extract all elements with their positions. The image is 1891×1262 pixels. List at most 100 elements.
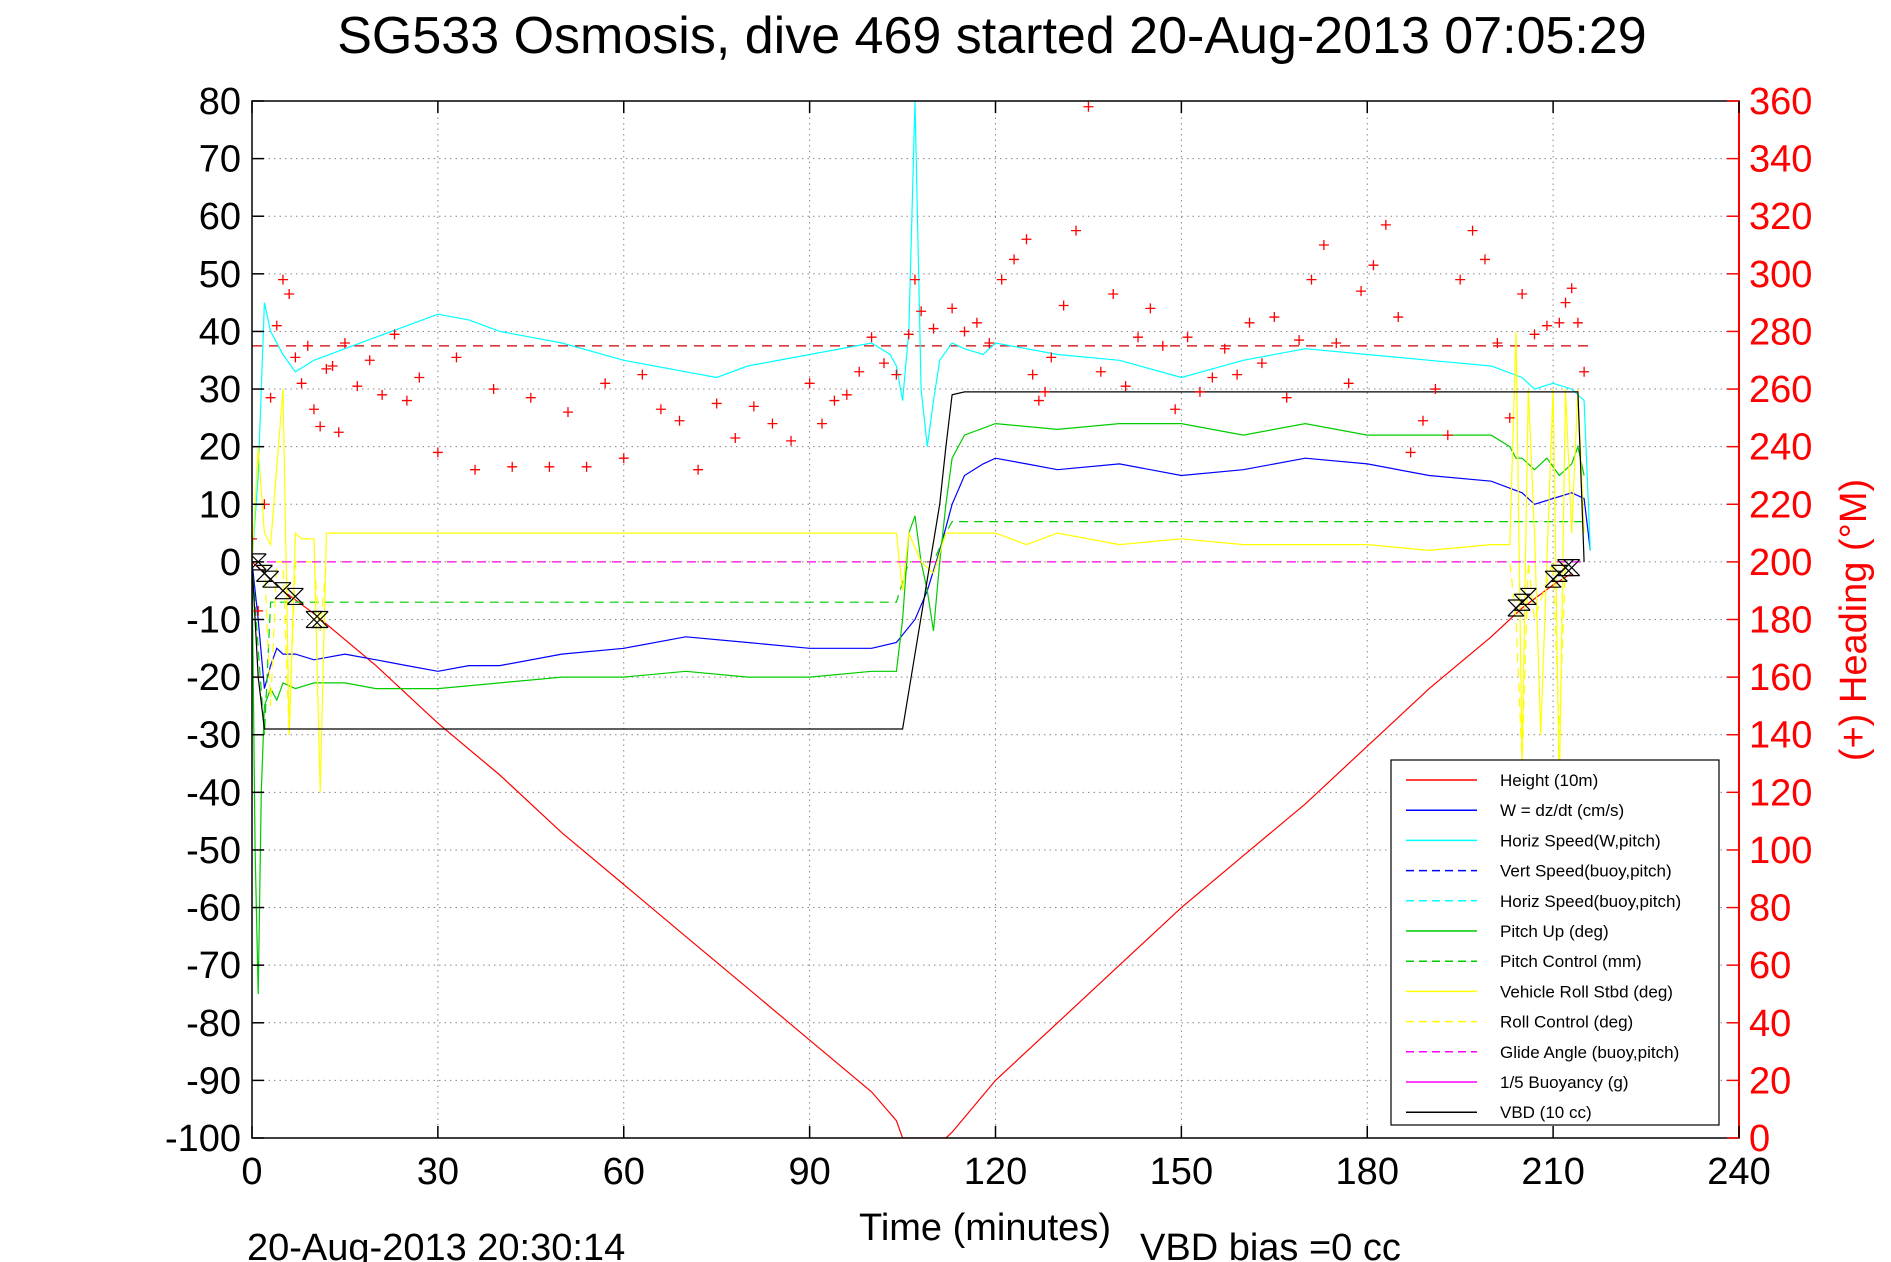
heading-point [1430,384,1441,395]
legend-label-horiz-speed-w-pitch: Horiz Speed(W,pitch) [1500,831,1661,850]
y2-tick-label: 260 [1749,369,1812,411]
heading-point [1027,369,1038,380]
y-tick-label: -80 [186,1003,241,1045]
x-tick-label: 120 [964,1151,1027,1193]
heading-point [829,395,840,406]
y2-tick-label: 140 [1749,715,1812,757]
heading-point [1331,337,1342,348]
y-tick-label: 20 [199,427,241,469]
x-tick-label: 90 [788,1151,830,1193]
heading-point [1269,312,1280,323]
heading-point [401,395,412,406]
y2-tick-label: 120 [1749,772,1812,814]
y2-tick-label: 40 [1749,1003,1791,1045]
y2-tick-label: 160 [1749,657,1812,699]
heading-point [817,418,828,429]
heading-point [1517,288,1528,299]
heading-point [507,461,518,472]
heading-point [1046,352,1057,363]
heading-point [903,329,914,340]
heading-point [1560,297,1571,308]
heading-point [1021,234,1032,245]
heading-point [1033,395,1044,406]
x-axis-label: Time (minutes) [859,1207,1111,1249]
heading-point [271,320,282,331]
y-tick-label: -20 [186,657,241,699]
depth-marker [286,587,304,606]
heading-point [1418,415,1429,426]
heading-point [693,464,704,475]
heading-point [767,418,778,429]
heading-point [841,389,852,400]
heading-point [562,407,573,418]
y-tick-label: 40 [199,311,241,353]
heading-point [290,352,301,363]
heading-point [308,404,319,415]
heading-point [277,274,288,285]
heading-point [1479,254,1490,265]
heading-point [1467,225,1478,236]
legend-label-1-5-buoyancy-g: 1/5 Buoyancy (g) [1500,1073,1629,1092]
legend-label-horiz-speed-buoy-pitch: Horiz Speed(buoy,pitch) [1500,892,1681,911]
heading-point [1294,335,1305,346]
x-tick-label: 180 [1336,1151,1399,1193]
y2-tick-label: 80 [1749,888,1791,930]
heading-point [1541,320,1552,331]
heading-point [253,605,264,616]
heading-point [618,453,629,464]
heading-point [252,533,257,544]
y2-tick-label: 20 [1749,1060,1791,1102]
y2-tick-label: 200 [1749,542,1812,584]
y-tick-label: 70 [199,139,241,181]
y-tick-label: -10 [186,600,241,642]
heading-point [854,366,865,377]
legend-label-vehicle-roll-stbd-deg: Vehicle Roll Stbd (deg) [1500,982,1673,1001]
heading-point [1455,274,1466,285]
heading-point [321,363,332,374]
heading-point [284,288,295,299]
heading-point [891,369,902,380]
x-tick-label: 30 [417,1151,459,1193]
depth-marker [1563,559,1581,577]
y-tick-label: 80 [199,81,241,123]
heading-point [1368,260,1379,271]
axis-ticks: 0 30 60 90 120 150 180 210 24080706050403020100-… [165,81,1812,1193]
heading-point [655,404,666,415]
heading-point [1145,303,1156,314]
heading-point [544,461,555,472]
heading-point [1318,240,1329,251]
heading-point [1009,254,1020,265]
depth-marker [274,582,292,600]
x-tick-label: 60 [603,1151,645,1193]
depth-marker [311,610,329,629]
heading-point [748,401,759,412]
series-line-height-10m [252,561,1573,1138]
y2-axis-label: (+) Heading (°M) [1833,479,1875,761]
heading-point [1170,404,1181,415]
heading-point [1207,372,1218,383]
x-tick-label: 210 [1521,1151,1584,1193]
heading-point [1566,283,1577,294]
legend-label-glide-angle-buoy-pitch: Glide Angle (buoy,pitch) [1500,1043,1679,1062]
heading-point [1281,392,1292,403]
y2-tick-label: 340 [1749,139,1812,181]
heading-point [1182,332,1193,343]
series-line-roll-control-deg [252,561,1567,764]
y-tick-label: 0 [220,542,241,584]
heading-point [1492,337,1503,348]
heading-point [1157,340,1168,351]
heading-point [333,427,344,438]
legend-label-pitch-control-mm: Pitch Control (mm) [1500,952,1642,971]
y-tick-label: -100 [165,1118,241,1160]
heading-point [1040,386,1051,397]
heading-point [1579,366,1590,377]
series-group [252,101,1591,1138]
heading-point [432,447,443,458]
heading-point [581,461,592,472]
heading-point [1572,317,1583,328]
y-tick-label: -70 [186,945,241,987]
heading-point [866,332,877,343]
legend-label-height-10m: Height (10m) [1500,771,1598,790]
heading-point [525,392,536,403]
heading-point [1442,430,1453,441]
